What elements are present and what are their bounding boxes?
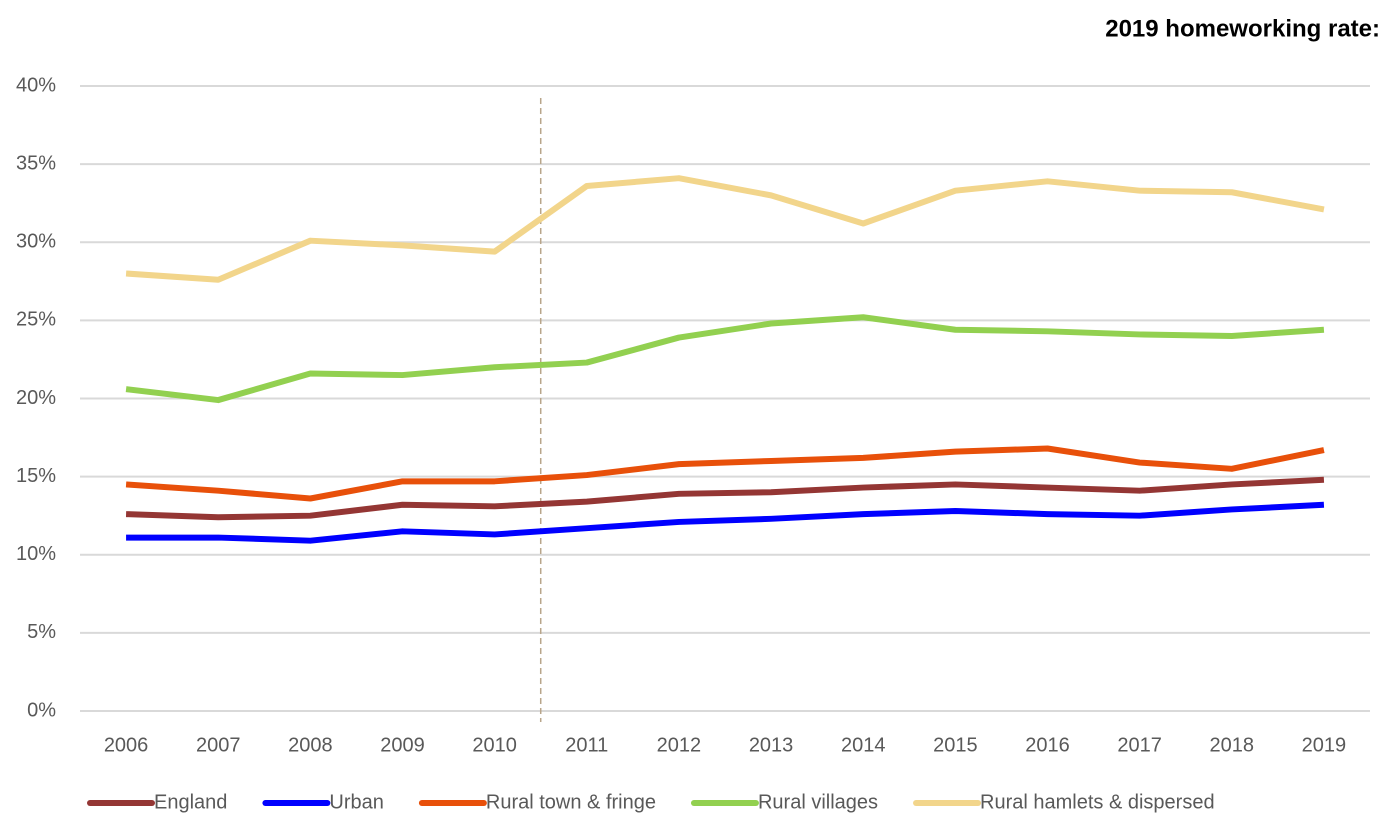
- x-tick-label: 2006: [104, 734, 149, 756]
- series-line: [125, 445, 1325, 502]
- x-tick-label: 2011: [565, 734, 608, 756]
- annotation: 2019 homeworking rate:: [1105, 15, 1380, 42]
- x-tick-label: 2007: [196, 734, 241, 756]
- x-tick-label: 2009: [380, 734, 425, 756]
- x-tick-label: 2019: [1302, 734, 1347, 756]
- series-line: [125, 175, 1325, 283]
- x-tick-label: 2008: [288, 734, 333, 756]
- x-tick-label: 2010: [472, 734, 517, 756]
- series-line: [125, 476, 1325, 521]
- series-line: [126, 501, 1325, 544]
- x-tick-label: 2016: [1025, 734, 1070, 756]
- x-tick-label: 2014: [841, 734, 886, 756]
- y-tick-label: 35%: [16, 152, 56, 174]
- x-tick-label: 2012: [657, 734, 702, 756]
- x-tick-label: 2013: [749, 734, 794, 756]
- y-tick-label: 20%: [16, 387, 56, 409]
- y-tick-label: 40%: [16, 74, 56, 96]
- y-tick-label: 10%: [16, 543, 56, 565]
- y-tick-label: 30%: [16, 231, 56, 253]
- x-tick-label: 2018: [1210, 734, 1255, 756]
- y-tick-label: 15%: [16, 465, 56, 487]
- y-tick-label: 5%: [27, 621, 56, 643]
- x-tick-label: 2015: [933, 734, 978, 756]
- y-tick-label: 25%: [16, 309, 56, 331]
- legend-label: Rural town & fringe: [486, 791, 656, 813]
- legend-label: Rural villages: [758, 791, 878, 813]
- y-tick-label: 0%: [27, 699, 56, 721]
- legend-label: Rural hamlets & dispersed: [980, 791, 1215, 813]
- legend-label: Urban: [329, 791, 383, 813]
- legend-label: England: [154, 791, 227, 813]
- x-tick-label: 2017: [1117, 734, 1162, 756]
- series-line: [125, 314, 1325, 404]
